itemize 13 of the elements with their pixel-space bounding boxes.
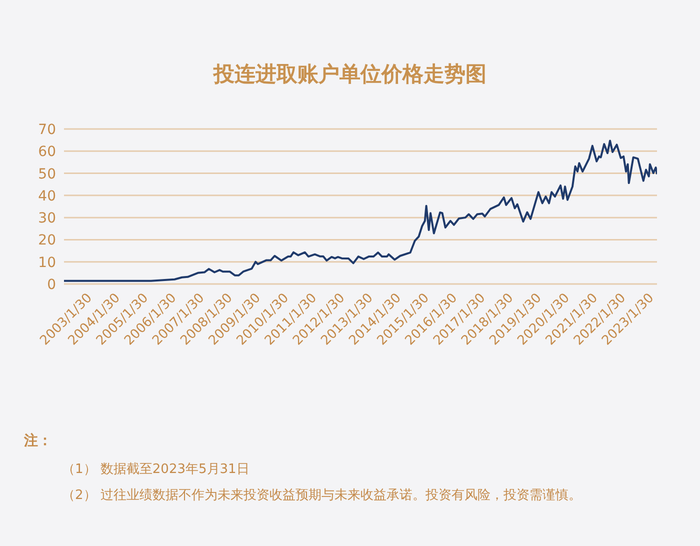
y-tick-label: 50 (38, 166, 56, 182)
y-tick-label: 20 (38, 232, 56, 249)
line-series (64, 140, 657, 282)
text: 注： (24, 432, 53, 450)
text: （1） 数据截至2023年5月31日 (62, 461, 250, 478)
y-tick-label: 70 (38, 122, 56, 138)
y-tick-label: 40 (38, 188, 56, 204)
y-tick-label: 60 (38, 144, 56, 160)
y-tick-label: 10 (38, 254, 56, 271)
chart-title: 投连进取账户单位价格走势图 (212, 61, 488, 88)
text: （2） 过往业绩数据不作为未来投资收益预期与未来收益承诺。投资有风险，投资需谨慎。 (62, 487, 582, 504)
y-tick-label: 30 (38, 210, 56, 227)
y-tick-label: 0 (47, 276, 56, 293)
